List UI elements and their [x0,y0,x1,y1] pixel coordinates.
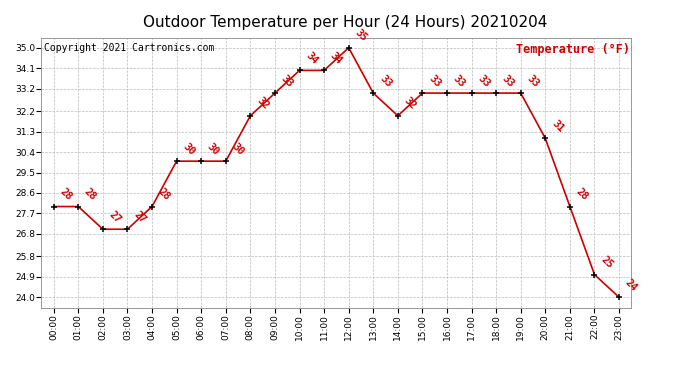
Text: 27: 27 [107,209,123,225]
Text: 25: 25 [599,255,615,270]
Text: Copyright 2021 Cartronics.com: Copyright 2021 Cartronics.com [44,43,215,53]
Text: 33: 33 [451,73,467,89]
Text: 33: 33 [377,73,393,89]
Text: 33: 33 [426,73,442,89]
Text: 28: 28 [58,186,74,202]
Text: 27: 27 [132,209,148,225]
Text: 33: 33 [279,73,295,89]
Text: 30: 30 [230,141,246,157]
Text: 30: 30 [181,141,197,157]
Text: 33: 33 [500,73,516,89]
Text: 31: 31 [549,118,565,134]
Text: 28: 28 [82,186,99,202]
Text: 34: 34 [328,50,344,66]
Text: 34: 34 [304,50,319,66]
Text: 35: 35 [353,28,368,44]
Text: 24: 24 [623,277,639,293]
Text: 32: 32 [255,96,270,112]
Text: 28: 28 [156,186,172,202]
Text: 30: 30 [206,141,221,157]
Text: 33: 33 [475,73,492,89]
Text: 32: 32 [402,96,418,112]
Text: Outdoor Temperature per Hour (24 Hours) 20210204: Outdoor Temperature per Hour (24 Hours) … [143,15,547,30]
Text: 33: 33 [525,73,541,89]
Text: Temperature (°F): Temperature (°F) [516,43,630,56]
Text: 28: 28 [574,186,590,202]
